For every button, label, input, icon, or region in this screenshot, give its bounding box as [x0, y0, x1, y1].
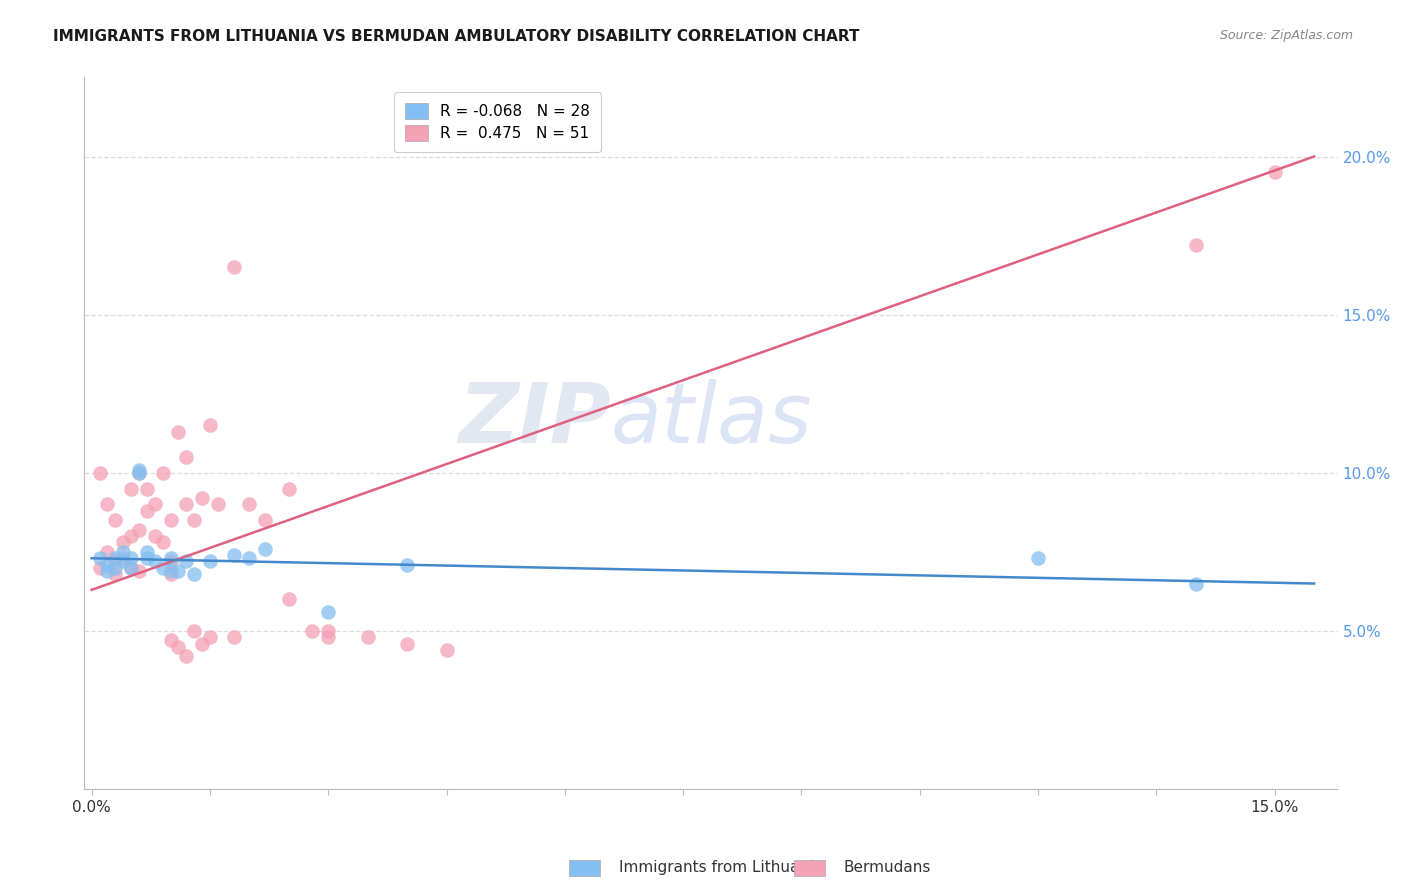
- Point: [159, 564, 181, 578]
- Point: [174, 649, 197, 664]
- Point: [89, 551, 111, 566]
- Point: [316, 624, 339, 638]
- Point: [277, 482, 299, 496]
- Point: [301, 624, 323, 638]
- Point: [152, 535, 174, 549]
- Point: [222, 260, 245, 275]
- Point: [120, 482, 142, 496]
- Point: [191, 637, 214, 651]
- Point: [112, 535, 135, 549]
- Point: [183, 624, 205, 638]
- Point: [254, 541, 277, 556]
- Point: [96, 498, 118, 512]
- Point: [183, 567, 205, 582]
- Point: [207, 498, 229, 512]
- Point: [396, 637, 419, 651]
- Point: [222, 548, 245, 562]
- Point: [316, 630, 339, 644]
- Legend: R = -0.068   N = 28, R =  0.475   N = 51: R = -0.068 N = 28, R = 0.475 N = 51: [394, 92, 600, 152]
- Point: [143, 554, 166, 568]
- Point: [159, 551, 181, 566]
- Point: [191, 491, 214, 505]
- Text: ZIP: ZIP: [458, 378, 610, 459]
- Point: [198, 630, 221, 644]
- Point: [143, 498, 166, 512]
- Point: [222, 630, 245, 644]
- Point: [152, 466, 174, 480]
- Point: [143, 529, 166, 543]
- Point: [120, 560, 142, 574]
- Point: [135, 482, 157, 496]
- Point: [238, 551, 260, 566]
- Point: [1264, 165, 1286, 179]
- Point: [96, 564, 118, 578]
- Point: [357, 630, 380, 644]
- Point: [277, 592, 299, 607]
- Point: [128, 463, 150, 477]
- Text: atlas: atlas: [610, 378, 813, 459]
- Point: [183, 513, 205, 527]
- Point: [436, 643, 458, 657]
- Point: [174, 554, 197, 568]
- Point: [167, 425, 190, 439]
- Point: [1026, 551, 1049, 566]
- Point: [104, 560, 127, 574]
- Point: [254, 513, 277, 527]
- Point: [89, 560, 111, 574]
- Point: [167, 564, 190, 578]
- Point: [152, 560, 174, 574]
- Point: [159, 554, 181, 568]
- Point: [120, 529, 142, 543]
- Point: [174, 498, 197, 512]
- Point: [120, 551, 142, 566]
- Point: [128, 523, 150, 537]
- Text: Source: ZipAtlas.com: Source: ZipAtlas.com: [1219, 29, 1353, 42]
- Point: [167, 640, 190, 654]
- Point: [104, 567, 127, 582]
- Point: [128, 466, 150, 480]
- Point: [135, 545, 157, 559]
- Point: [112, 545, 135, 559]
- Point: [89, 466, 111, 480]
- Point: [396, 558, 419, 572]
- Text: Immigrants from Lithuania: Immigrants from Lithuania: [619, 860, 823, 874]
- Point: [238, 498, 260, 512]
- Point: [112, 551, 135, 566]
- Point: [1184, 576, 1206, 591]
- Point: [159, 513, 181, 527]
- Point: [174, 450, 197, 464]
- Text: IMMIGRANTS FROM LITHUANIA VS BERMUDAN AMBULATORY DISABILITY CORRELATION CHART: IMMIGRANTS FROM LITHUANIA VS BERMUDAN AM…: [53, 29, 860, 44]
- Point: [112, 554, 135, 568]
- Point: [198, 554, 221, 568]
- Point: [159, 633, 181, 648]
- Point: [104, 551, 127, 566]
- Point: [316, 605, 339, 619]
- Point: [198, 418, 221, 433]
- Point: [159, 567, 181, 582]
- Point: [135, 504, 157, 518]
- Point: [120, 560, 142, 574]
- Point: [104, 513, 127, 527]
- Point: [1184, 238, 1206, 252]
- Point: [128, 466, 150, 480]
- Text: Bermudans: Bermudans: [844, 860, 931, 874]
- Point: [135, 551, 157, 566]
- Point: [96, 545, 118, 559]
- Point: [96, 558, 118, 572]
- Point: [128, 564, 150, 578]
- Point: [104, 554, 127, 568]
